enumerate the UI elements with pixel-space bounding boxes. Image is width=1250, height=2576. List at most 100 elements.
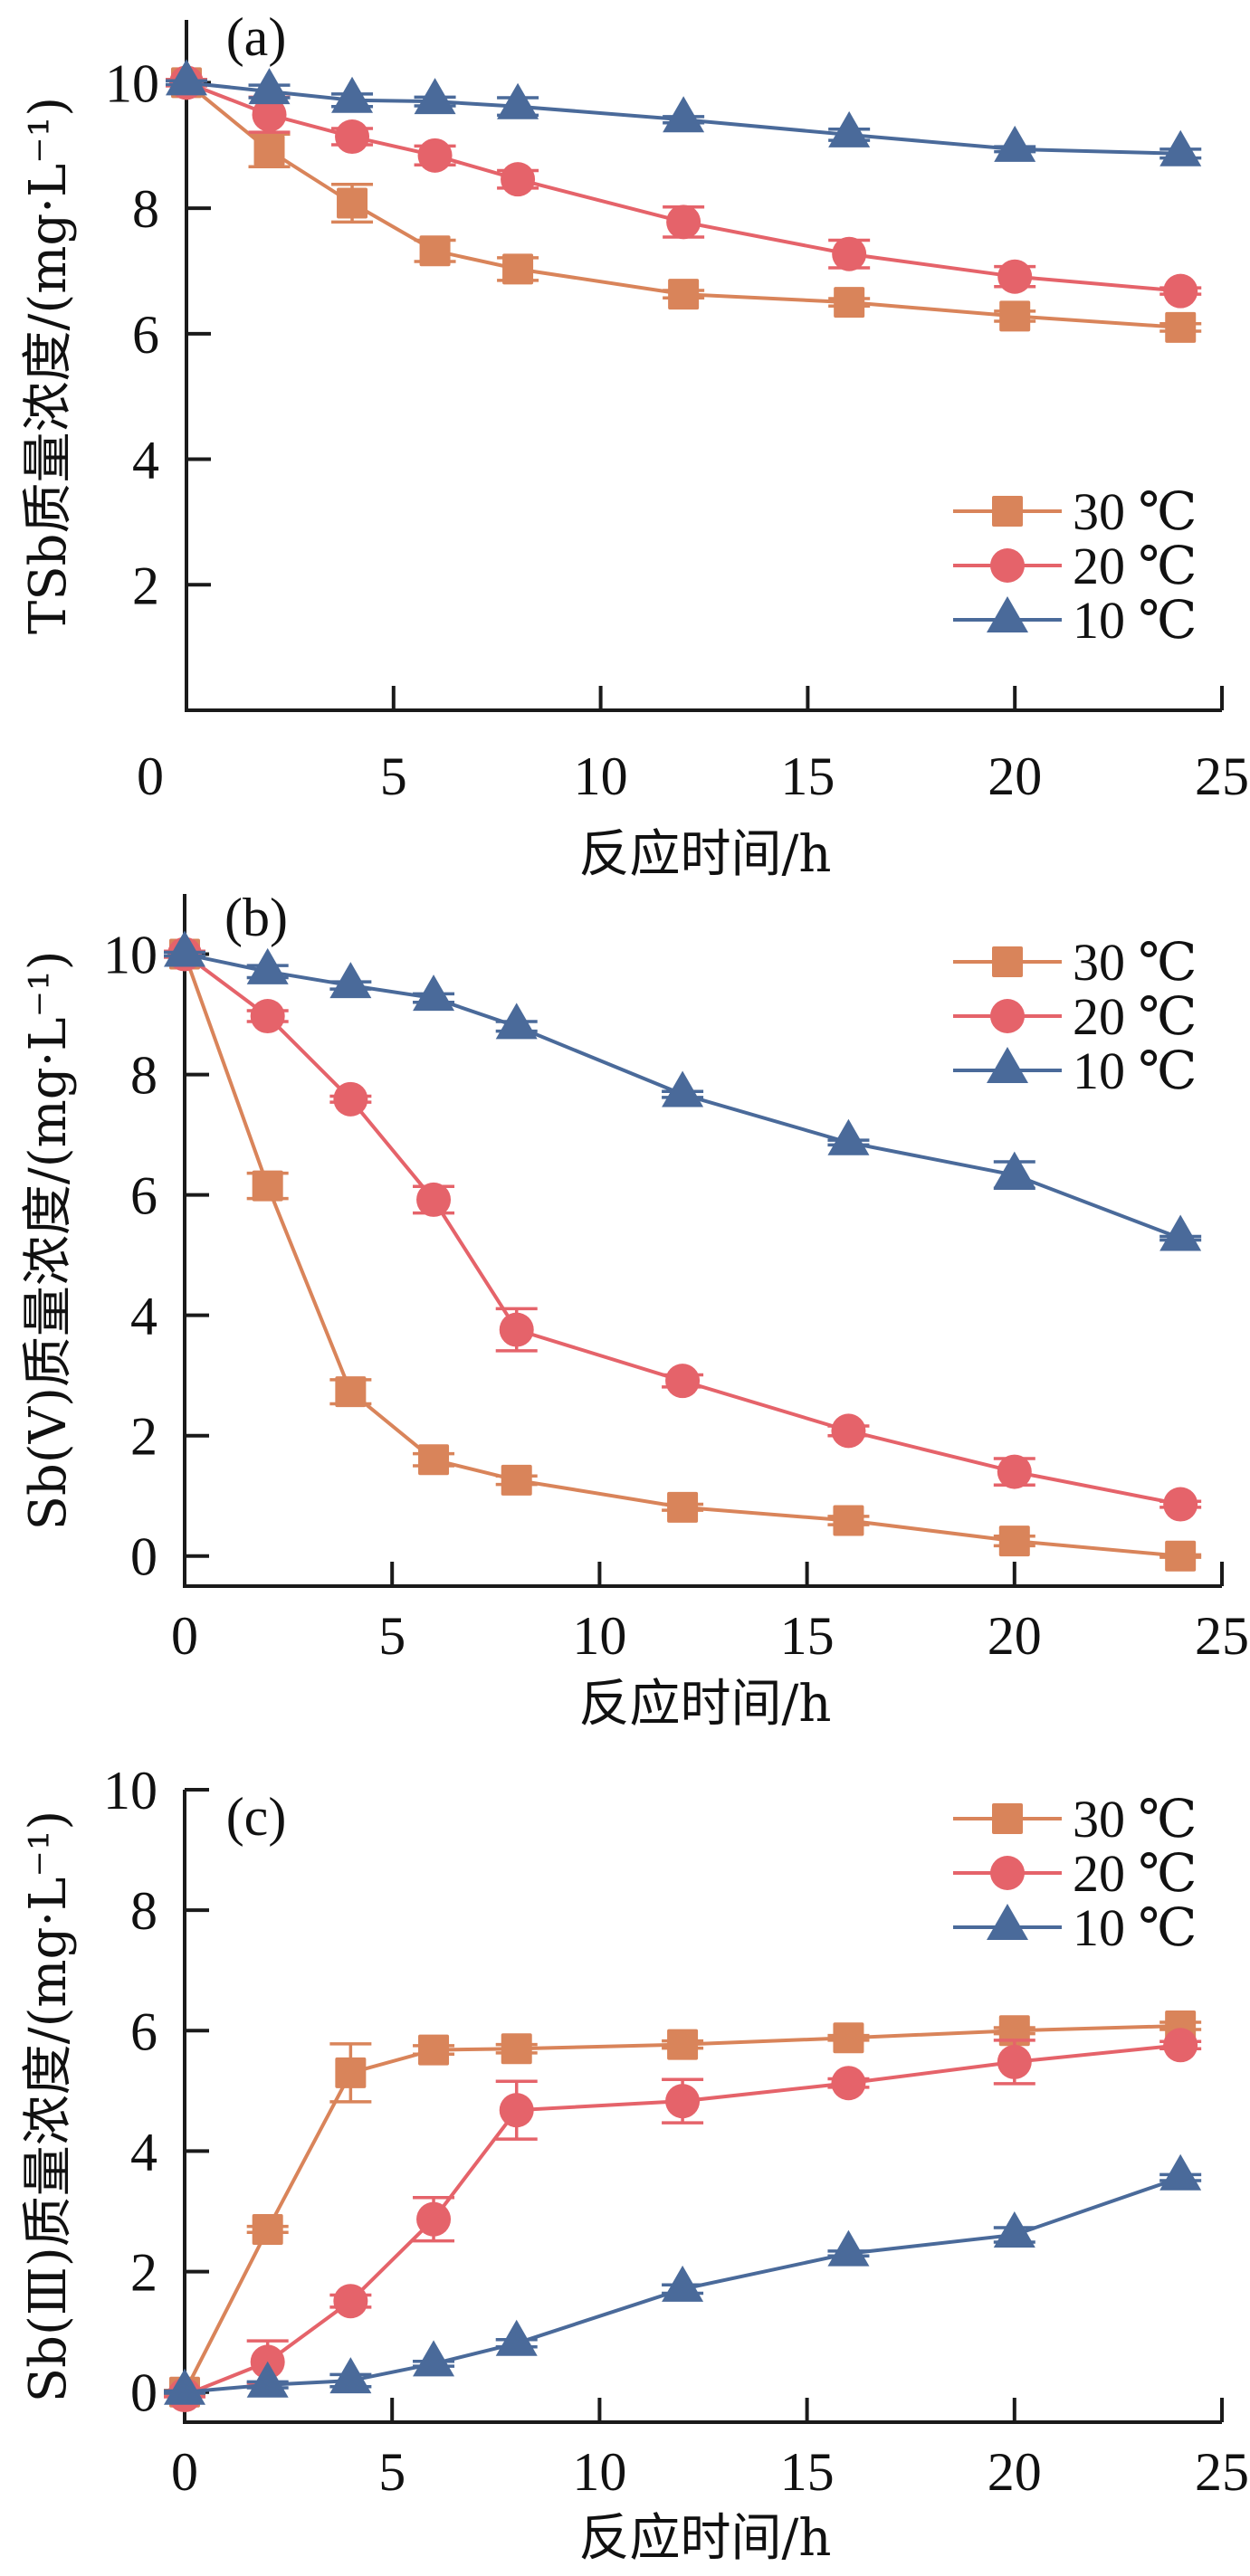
legend-marker-circle-icon (990, 1856, 1025, 1890)
panel-label: (c) (226, 1787, 287, 1847)
data-point (248, 68, 291, 105)
legend-marker-triangle-icon (987, 1904, 1028, 1940)
legend-marker-triangle-icon (987, 596, 1028, 632)
y-tick-label: 10 (103, 926, 157, 985)
legend-marker-triangle-icon (987, 1047, 1028, 1083)
data-point (413, 974, 455, 1012)
y-axis-title: TSb质量浓度/(mg·L⁻¹) (19, 97, 78, 634)
legend-label: 30 ℃ (1073, 482, 1197, 541)
legend-marker-square-icon (992, 1803, 1023, 1834)
legend-marker-circle-icon (990, 548, 1025, 583)
legend-marker-circle-icon (990, 999, 1025, 1033)
x-tick-label: 20 (988, 2442, 1042, 2502)
data-point (1165, 311, 1197, 343)
x-axis-title: 反应时间/h (579, 825, 832, 884)
x-tick-label: 15 (780, 746, 835, 806)
data-point (831, 1413, 866, 1449)
data-point (1159, 129, 1202, 166)
legend-label: 10 ℃ (1073, 1041, 1197, 1100)
y-axis-title: Sb(Ⅴ)质量浓度/(mg·L⁻¹) (19, 951, 78, 1531)
axes-frame (183, 894, 1222, 1588)
panel-a: (a) TSb质量浓度/(mg·L⁻¹) 反应时间/h 2 4 6 8 10 0 5 10 15… (19, 7, 1249, 884)
y-tick-label: 8 (130, 1046, 157, 1106)
y-tick-label: 4 (130, 2122, 157, 2182)
data-point (1163, 1487, 1198, 1522)
data-point (164, 2368, 205, 2405)
data-point (666, 204, 701, 240)
data-point (662, 1070, 704, 1107)
data-point (413, 2340, 455, 2377)
y-axis-title: Sb(Ⅲ)质量浓度/(mg·L⁻¹) (19, 1811, 78, 2402)
legend-label: 30 ℃ (1073, 1790, 1197, 1849)
data-point (329, 962, 372, 999)
x-tick-label: 10 (572, 2442, 626, 2502)
legend: 30 ℃20 ℃10 ℃ (953, 1790, 1197, 1957)
legend-label: 10 ℃ (1073, 591, 1197, 650)
data-point (416, 1182, 452, 1217)
series-20C (164, 2028, 1202, 2413)
y-tick-label: 10 (105, 53, 159, 113)
series-line (183, 952, 1181, 1507)
data-point (993, 2210, 1035, 2248)
x-tick-label: 0 (171, 1606, 198, 1666)
data-point (501, 1464, 532, 1496)
data-point (828, 110, 871, 147)
data-point (994, 125, 1036, 162)
y-tick-label: 8 (132, 179, 159, 239)
x-tick-label: 5 (378, 1606, 406, 1666)
legend: 30 ℃20 ℃10 ℃ (953, 933, 1197, 1100)
y-tick-label: 2 (130, 2243, 157, 2303)
data-point (1163, 2028, 1198, 2063)
data-point (499, 1312, 534, 1347)
y-tick-label: 8 (130, 1881, 157, 1941)
legend-label: 20 ℃ (1073, 987, 1197, 1046)
series-20C (166, 65, 1202, 309)
data-point (667, 2029, 699, 2060)
data-point (331, 76, 374, 113)
data-point (665, 2084, 701, 2119)
data-point (166, 59, 207, 96)
panel-c: (c) Sb(Ⅲ)质量浓度/(mg·L⁻¹) 反应时间/h 0 2 4 6 8 10 0 5 1… (19, 1761, 1249, 2568)
series-30C (164, 2010, 1202, 2408)
y-tick-label: 10 (103, 1761, 157, 1820)
series-20C (164, 936, 1202, 1522)
y-tick-label: 0 (130, 1527, 157, 1587)
data-point (662, 2265, 704, 2302)
legend-item: 20 ℃ (953, 537, 1197, 595)
data-point (997, 259, 1033, 294)
legend-item: 10 ℃ (953, 591, 1197, 650)
data-point (495, 2319, 538, 2356)
data-point (337, 187, 368, 219)
data-point (414, 78, 456, 115)
x-axis-title: 反应时间/h (579, 1675, 832, 1734)
x-tick-label: 10 (574, 746, 628, 806)
data-point (501, 162, 536, 197)
data-point (827, 2229, 870, 2267)
data-point (418, 2034, 450, 2066)
data-point (1159, 2153, 1202, 2191)
legend-item: 20 ℃ (953, 987, 1197, 1046)
legend-label: 20 ℃ (1073, 537, 1197, 595)
legend-item: 10 ℃ (953, 1041, 1197, 1100)
data-point (1165, 1540, 1197, 1572)
legend-item: 20 ℃ (953, 1844, 1197, 1903)
data-point (252, 2213, 283, 2245)
legend-label: 30 ℃ (1073, 933, 1197, 992)
panel-b: (b) Sb(Ⅴ)质量浓度/(mg·L⁻¹) 反应时间/h 0 2 4 6 8 10 0 5 1… (19, 888, 1249, 1734)
x-tick-label: 25 (1195, 746, 1249, 806)
y-tick-label: 2 (130, 1407, 157, 1467)
data-point (246, 947, 289, 984)
data-point (164, 930, 205, 967)
data-point (246, 2361, 289, 2398)
x-tick-label: 5 (380, 746, 407, 806)
x-axis-title: 反应时间/h (579, 2509, 832, 2568)
data-point (998, 2015, 1030, 2047)
data-point (665, 1364, 701, 1399)
legend-marker-square-icon (992, 946, 1023, 977)
legend-item: 10 ℃ (953, 1898, 1197, 1957)
panel-label: (a) (226, 7, 287, 67)
data-point (417, 138, 453, 173)
axes-frame (183, 1790, 1222, 2424)
data-point (1163, 273, 1198, 309)
